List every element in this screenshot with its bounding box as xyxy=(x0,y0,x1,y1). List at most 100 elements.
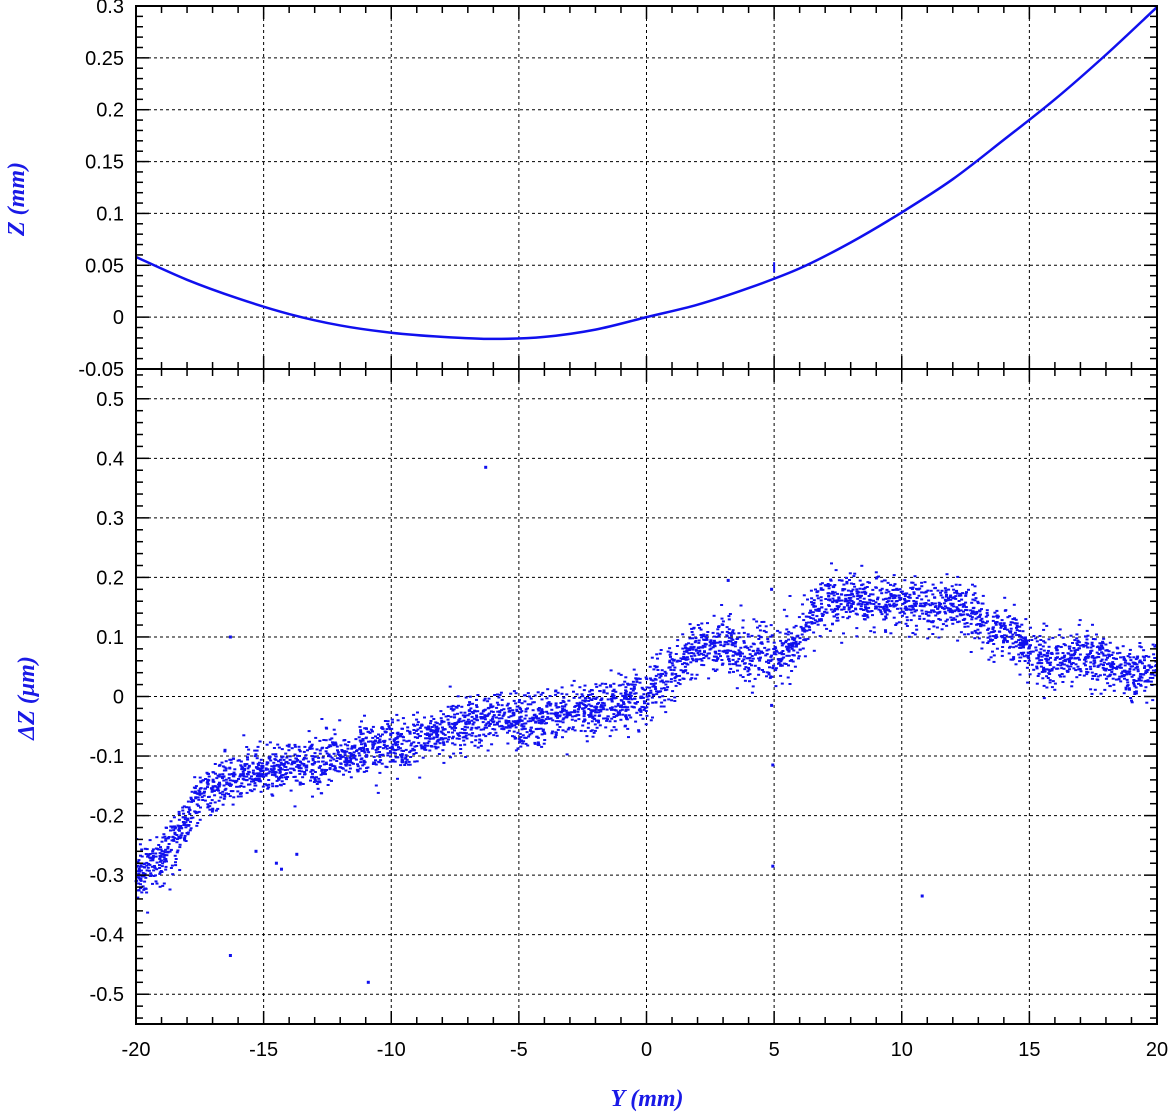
deltaz-point xyxy=(202,791,206,794)
deltaz-point xyxy=(893,588,897,591)
top-grid xyxy=(136,6,1157,369)
deltaz-point xyxy=(624,708,628,711)
deltaz-point xyxy=(692,652,696,655)
deltaz-point xyxy=(318,765,322,768)
deltaz-point xyxy=(633,683,637,686)
deltaz-point xyxy=(459,731,462,734)
deltaz-point xyxy=(138,865,142,868)
deltaz-point xyxy=(696,652,700,654)
deltaz-point xyxy=(971,610,975,613)
deltaz-point xyxy=(560,686,564,689)
deltaz-point xyxy=(727,618,731,621)
deltaz-point xyxy=(364,744,367,747)
deltaz-point xyxy=(478,741,481,744)
deltaz-point xyxy=(920,609,924,612)
deltaz-point xyxy=(344,764,348,767)
deltaz-point xyxy=(757,657,761,660)
deltaz-point xyxy=(623,680,627,683)
deltaz-point xyxy=(798,637,802,640)
deltaz-point xyxy=(1133,685,1137,688)
deltaz-point xyxy=(160,852,164,855)
deltaz-point xyxy=(1049,661,1053,664)
deltaz-point xyxy=(487,724,491,727)
deltaz-point xyxy=(396,740,400,743)
deltaz-point xyxy=(1020,642,1024,644)
deltaz-point xyxy=(973,599,977,602)
deltaz-point xyxy=(1119,663,1123,666)
deltaz-point xyxy=(345,750,349,753)
deltaz-point xyxy=(291,760,295,763)
deltaz-point xyxy=(1069,649,1073,652)
deltaz-point xyxy=(809,589,813,592)
deltaz-point xyxy=(374,759,377,762)
deltaz-point xyxy=(794,640,798,643)
deltaz-point xyxy=(251,771,255,774)
deltaz-point xyxy=(468,701,472,704)
deltaz-point xyxy=(302,764,306,767)
deltaz-point xyxy=(497,717,501,720)
deltaz-point xyxy=(299,767,303,770)
deltaz-point xyxy=(655,693,659,696)
deltaz-point xyxy=(784,663,788,665)
deltaz-point xyxy=(991,628,995,631)
deltaz-point xyxy=(453,722,457,725)
deltaz-point xyxy=(843,594,847,597)
deltaz-point xyxy=(779,659,783,662)
deltaz-point xyxy=(335,745,339,748)
deltaz-point xyxy=(510,723,514,726)
deltaz-point xyxy=(414,729,418,732)
deltaz-point xyxy=(750,691,754,694)
deltaz-point xyxy=(519,715,523,718)
deltaz-point xyxy=(583,730,587,733)
deltaz-point xyxy=(385,728,389,731)
deltaz-point xyxy=(419,730,423,733)
deltaz-point xyxy=(160,865,164,868)
deltaz-point xyxy=(393,760,397,763)
deltaz-point xyxy=(612,708,616,711)
deltaz-point xyxy=(753,664,757,667)
deltaz-point xyxy=(581,699,585,702)
deltaz-point xyxy=(1082,645,1086,648)
deltaz-point xyxy=(231,790,235,793)
deltaz-point xyxy=(280,780,284,783)
deltaz-point xyxy=(562,708,566,711)
deltaz-point xyxy=(648,665,652,668)
deltaz-point xyxy=(240,768,244,771)
deltaz-point xyxy=(810,603,814,606)
deltaz-point xyxy=(582,720,586,723)
deltaz-point xyxy=(271,753,275,756)
deltaz-point xyxy=(512,690,516,693)
deltaz-point xyxy=(1004,609,1008,612)
deltaz-point xyxy=(973,585,977,588)
deltaz-point xyxy=(761,669,764,671)
deltaz-point xyxy=(479,744,483,747)
deltaz-point xyxy=(207,795,211,798)
deltaz-point xyxy=(1098,648,1102,651)
deltaz-point xyxy=(1015,622,1019,625)
deltaz-point xyxy=(975,610,979,613)
deltaz-point xyxy=(409,744,413,747)
deltaz-point xyxy=(736,660,740,663)
deltaz-point xyxy=(1099,660,1103,663)
deltaz-point xyxy=(312,781,316,783)
deltaz-point xyxy=(903,612,907,615)
deltaz-point xyxy=(139,879,143,882)
deltaz-point xyxy=(612,713,616,716)
deltaz-point xyxy=(274,753,278,756)
deltaz-point xyxy=(151,858,155,861)
deltaz-point xyxy=(567,711,571,714)
deltaz-point xyxy=(549,712,553,715)
deltaz-point xyxy=(373,761,377,764)
deltaz-point xyxy=(182,812,186,815)
deltaz-point xyxy=(228,795,232,798)
deltaz-point xyxy=(416,736,419,739)
deltaz-point xyxy=(833,599,837,602)
deltaz-point xyxy=(484,724,488,727)
deltaz-point xyxy=(881,598,885,601)
deltaz-point xyxy=(158,871,162,874)
deltaz-point xyxy=(690,673,694,676)
deltaz-point xyxy=(1109,664,1113,667)
deltaz-point xyxy=(650,696,654,699)
deltaz-point xyxy=(909,586,913,589)
deltaz-point xyxy=(862,597,866,600)
